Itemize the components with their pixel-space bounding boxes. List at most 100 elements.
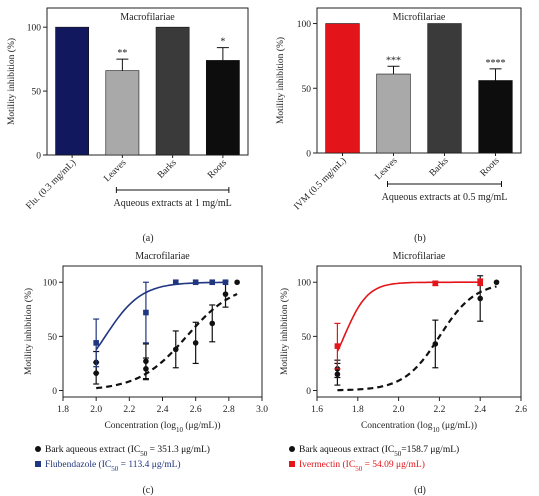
chart-title: Macrofilariae <box>120 12 175 23</box>
legend-label-tail: = 54.09 μg/mL) <box>362 459 425 470</box>
legend-label-subscript: 50 <box>355 465 363 473</box>
x-tick-label: 3.0 <box>256 405 268 415</box>
legend-marker <box>35 446 41 452</box>
y-tick-label: 0 <box>306 150 311 160</box>
y-axis-label: Motility inhibition (%) <box>23 288 34 375</box>
bar-3 <box>155 26 190 156</box>
legend-label-tail: = 351.3 μg/mL) <box>147 444 210 455</box>
legend-marker <box>289 461 295 467</box>
x-tick-label: 2.2 <box>433 405 445 415</box>
x-category-label: Flu. (0.3 mg/mL) <box>24 157 78 211</box>
data-point <box>209 320 216 327</box>
x-category-label: Barks <box>156 158 179 181</box>
data-point <box>192 279 199 286</box>
data-point <box>477 279 483 286</box>
data-point <box>432 341 439 347</box>
x-tick-label: 1.8 <box>352 405 364 415</box>
legend-marker <box>35 461 41 467</box>
bar-1 <box>55 26 90 156</box>
data-point <box>493 279 500 286</box>
x-category-label: Leaves <box>374 156 400 182</box>
legend-label-subscript: 50 <box>111 465 119 473</box>
panel-b-microfilariae-bar-chart: Microfilariae Motility inhibition (%) 0 50 1… <box>275 7 522 244</box>
data-point <box>222 291 229 297</box>
x-axis-label-tail: (μg/mL)) <box>183 420 221 431</box>
bar-2 <box>105 70 140 156</box>
y-tick-label: 100 <box>297 279 312 289</box>
panel-c-macrofilariae-dose-response: Macrofilariae Motility inhibition (%) 1.8 2… <box>23 251 268 496</box>
x-axis-label: Concentration (log10 (μg/mL)) <box>361 420 477 434</box>
panel-a-macrofilariae-bar-chart: Macrofilariae Motility inhibition (%) 0 50 1… <box>6 7 249 244</box>
legend-label: Bark aqueous extract (IC50 = 351.3 μg/mL… <box>45 444 210 458</box>
bar-3 <box>427 23 462 154</box>
x-axis-label-subscript: 10 <box>176 426 184 434</box>
data-point <box>172 346 179 353</box>
legend-label-main: Bark aqueous extract (IC <box>45 444 140 455</box>
panel-label: (d) <box>414 485 426 496</box>
x-tick-label: 2.0 <box>90 405 102 415</box>
legend-label: Ivermectin (IC50 = 54.09 μg/mL) <box>299 459 425 473</box>
x-category-label: Barks <box>428 156 451 179</box>
data-point <box>222 279 229 286</box>
chart-title: Microfilariae <box>393 251 446 262</box>
data-point <box>477 295 484 302</box>
data-point <box>234 279 240 286</box>
legend-label-subscript: 50 <box>394 450 402 458</box>
x-category-label: Leaves <box>102 158 128 184</box>
data-point <box>143 309 149 316</box>
bar-4 <box>205 60 240 156</box>
legend-label-tail: =158.7 μg/mL) <box>401 444 459 455</box>
legend-label-tail: = 113.4 μg/mL) <box>118 459 180 470</box>
y-tick-label: 50 <box>302 85 312 95</box>
y-tick-label: 100 <box>43 279 58 289</box>
legend-label-main: Ivermectin (IC <box>299 459 355 470</box>
legend-label-main: Bark aqueous extract (IC <box>299 444 394 455</box>
x-tick-label: 2.6 <box>515 405 527 415</box>
plot-frame <box>62 265 263 398</box>
y-axis-label: Motility inhibition (%) <box>275 37 286 124</box>
panel-label: (c) <box>142 485 153 496</box>
bar-1 <box>325 23 360 154</box>
x-tick-label: 2.4 <box>474 405 486 415</box>
x-tick-label: 2.0 <box>393 405 405 415</box>
x-tick-label: 1.6 <box>311 405 323 415</box>
significance-marker: **** <box>486 58 506 69</box>
x-tick-label: 2.8 <box>223 405 235 415</box>
y-axis-label: Motility inhibition (%) <box>279 288 290 375</box>
plot-frame <box>316 265 522 398</box>
series-2: Ivermectin (IC50 = 54.09 μg/mL) <box>289 278 484 473</box>
legend-label: Flubendazole (IC50 = 113.4 μg/mL) <box>45 459 181 473</box>
chart-title: Macrofilariae <box>135 251 190 262</box>
data-point <box>93 340 99 346</box>
legend-label-subscript: 50 <box>140 450 148 458</box>
bar-2 <box>376 73 411 154</box>
fit-curve <box>95 281 226 351</box>
fit-curve <box>96 293 238 390</box>
panel-label: (a) <box>142 233 153 244</box>
y-tick-label: 50 <box>48 333 58 343</box>
x-category-label: IVM (0.5 mg/mL) <box>292 155 349 212</box>
y-tick-label: 0 <box>36 152 41 162</box>
y-tick-label: 0 <box>52 387 57 397</box>
group-label: Aqueous extracts at 1 mg/mL <box>113 198 231 209</box>
legend-label: Bark aqueous extract (IC50=158.7 μg/mL) <box>299 444 459 458</box>
significance-marker: *** <box>386 55 401 66</box>
plot-frame <box>46 7 249 156</box>
x-category-label: Roots <box>206 158 229 181</box>
data-point <box>192 340 199 346</box>
plot-frame <box>316 7 522 154</box>
group-label: Aqueous extracts at 0.5 mg/mL <box>382 192 508 203</box>
bar-4 <box>478 80 513 154</box>
data-point <box>334 343 341 349</box>
panel-label: (b) <box>414 233 426 244</box>
significance-marker: ** <box>117 48 127 59</box>
y-tick-label: 50 <box>302 333 312 343</box>
data-point <box>172 279 179 286</box>
x-category-label: Roots <box>479 156 502 179</box>
data-point <box>432 280 439 287</box>
x-axis-label: Concentration (log10 (μg/mL)) <box>104 420 220 434</box>
chart-title: Microfilariae <box>393 12 446 23</box>
x-tick-label: 1.8 <box>57 405 69 415</box>
y-tick-label: 50 <box>32 88 42 98</box>
